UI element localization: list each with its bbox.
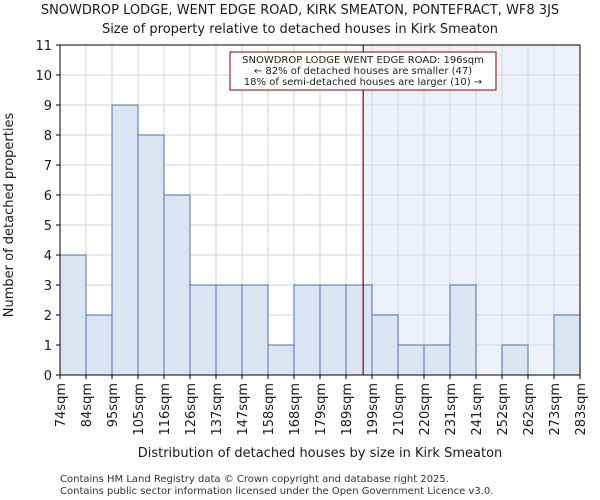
x-tick-label-6: 137sqm <box>210 383 225 436</box>
chart-subtitle: Size of property relative to detached ho… <box>102 22 498 37</box>
x-tick-label-20: 283sqm <box>574 383 589 436</box>
y-tick-label-8: 8 <box>44 129 52 144</box>
bar-12 <box>371 314 399 376</box>
x-tick-label-3: 105sqm <box>132 383 147 436</box>
x-tick-label-11: 189sqm <box>340 383 355 436</box>
x-tick-label-0: 74sqm <box>54 383 69 427</box>
bar-15 <box>449 284 477 376</box>
bar-8 <box>267 344 295 376</box>
x-tick-label-13: 210sqm <box>392 383 407 436</box>
bar-4 <box>163 194 191 376</box>
bar-5 <box>189 284 217 376</box>
bar-7 <box>241 284 269 376</box>
bar-11 <box>345 284 373 376</box>
y-tick-label-7: 7 <box>44 159 52 174</box>
x-tick-label-4: 116sqm <box>158 383 173 436</box>
x-axis-title: Distribution of detached houses by size … <box>138 446 503 461</box>
x-tick-label-9: 168sqm <box>288 383 303 436</box>
x-tick-label-12: 199sqm <box>366 383 381 436</box>
y-tick-label-0: 0 <box>44 369 52 384</box>
y-tick-label-3: 3 <box>44 279 52 294</box>
bar-19 <box>553 314 581 376</box>
annotation-callout: SNOWDROP LODGE WENT EDGE ROAD: 196sqm ← … <box>229 51 497 91</box>
x-tick-label-10: 179sqm <box>314 383 329 436</box>
x-tick-label-2: 95sqm <box>106 383 121 427</box>
bar-10 <box>319 284 347 376</box>
x-tick-label-7: 147sqm <box>236 383 251 436</box>
x-tick-label-19: 273sqm <box>548 383 563 436</box>
annotation-line-2: ← 82% of detached houses are smaller (47… <box>254 66 472 77</box>
y-axis: 0 1 2 3 4 5 6 7 8 9 10 11 <box>35 39 60 384</box>
annotation-box <box>229 51 497 91</box>
plot-frame <box>59 44 581 376</box>
bar-13 <box>397 344 425 376</box>
bar-1 <box>85 314 113 376</box>
footer-line-2: Contains public sector information licen… <box>60 486 493 497</box>
y-axis-title: Number of detached properties <box>2 113 17 318</box>
y-tick-label-10: 10 <box>35 69 52 84</box>
bar-3 <box>137 134 165 376</box>
bar-9 <box>293 284 321 376</box>
annotation-line-1: SNOWDROP LODGE WENT EDGE ROAD: 196sqm <box>242 55 484 66</box>
bar-14 <box>423 344 451 376</box>
y-tick-label-2: 2 <box>44 309 52 324</box>
y-tick-label-4: 4 <box>44 249 52 264</box>
x-tick-label-1: 84sqm <box>80 383 95 427</box>
y-tick-label-5: 5 <box>44 219 52 234</box>
x-tick-label-15: 231sqm <box>444 383 459 436</box>
y-tick-label-11: 11 <box>35 39 52 54</box>
bar-0 <box>59 254 87 376</box>
chart-title: SNOWDROP LODGE, WENT EDGE ROAD, KIRK SME… <box>41 3 559 18</box>
footer-line-1: Contains HM Land Registry data © Crown c… <box>60 474 449 485</box>
x-tick-label-17: 252sqm <box>496 383 511 436</box>
x-tick-label-5: 126sqm <box>184 383 199 436</box>
y-tick-label-6: 6 <box>44 189 52 204</box>
x-axis: 74sqm 84sqm 95sqm 105sqm 116sqm 126sqm 137sqm 1… <box>54 375 589 436</box>
bar-2 <box>111 104 139 376</box>
x-tick-label-14: 220sqm <box>418 383 433 436</box>
x-tick-label-16: 241sqm <box>470 383 485 436</box>
bar-6 <box>215 284 243 376</box>
y-tick-label-1: 1 <box>44 339 52 354</box>
bar-17 <box>501 344 529 376</box>
y-tick-label-9: 9 <box>44 99 52 114</box>
x-tick-label-8: 158sqm <box>262 383 277 436</box>
bars <box>59 104 581 376</box>
annotation-line-3: 18% of semi-detached houses are larger (… <box>244 77 482 88</box>
x-tick-label-18: 262sqm <box>522 383 537 436</box>
